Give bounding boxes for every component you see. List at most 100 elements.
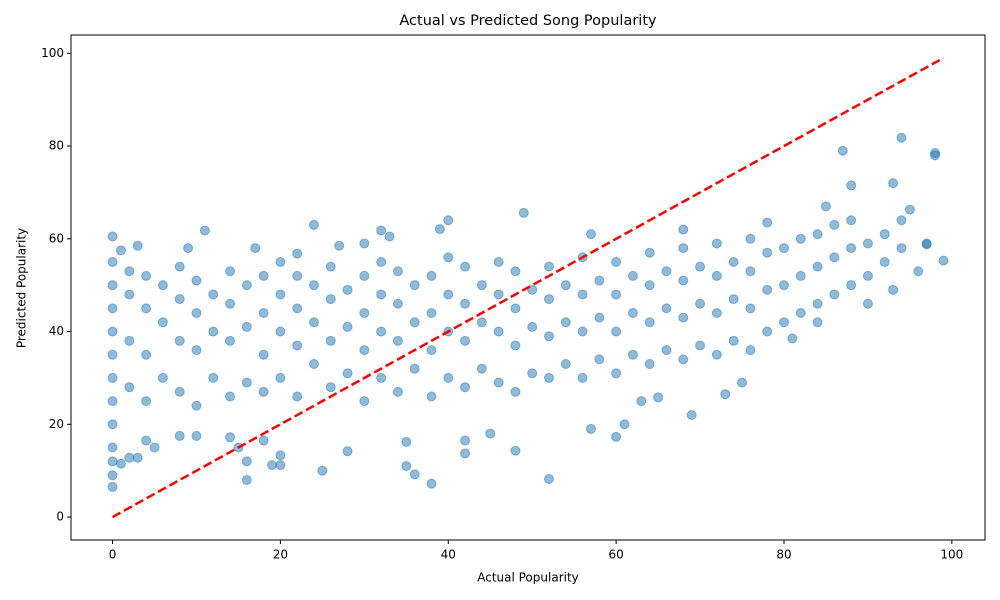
y-tick-label: 100 bbox=[41, 46, 64, 60]
point bbox=[762, 217, 773, 228]
point bbox=[107, 396, 118, 407]
point bbox=[157, 317, 168, 328]
point bbox=[191, 275, 202, 286]
point bbox=[191, 308, 202, 319]
point bbox=[627, 308, 638, 319]
point bbox=[426, 478, 437, 489]
point bbox=[275, 450, 286, 461]
point bbox=[913, 266, 924, 277]
point bbox=[107, 419, 118, 430]
point bbox=[342, 284, 353, 295]
point bbox=[359, 396, 370, 407]
point bbox=[594, 312, 605, 323]
point bbox=[250, 243, 261, 254]
point bbox=[585, 229, 596, 240]
reference-line bbox=[111, 56, 945, 519]
point bbox=[258, 270, 269, 281]
point bbox=[888, 284, 899, 295]
point bbox=[275, 460, 286, 471]
point bbox=[174, 335, 185, 346]
point bbox=[258, 349, 269, 360]
point bbox=[124, 382, 135, 393]
point bbox=[174, 294, 185, 305]
point bbox=[359, 270, 370, 281]
point bbox=[577, 289, 588, 300]
point bbox=[778, 280, 789, 291]
point bbox=[611, 368, 622, 379]
point bbox=[132, 452, 143, 463]
chart-title: Actual vs Predicted Song Popularity bbox=[399, 13, 657, 29]
x-tick-label: 0 bbox=[109, 548, 117, 562]
point bbox=[225, 335, 236, 346]
point bbox=[443, 289, 454, 300]
point bbox=[560, 280, 571, 291]
point bbox=[376, 372, 387, 383]
point bbox=[434, 224, 445, 235]
point bbox=[174, 386, 185, 397]
point bbox=[107, 280, 118, 291]
point bbox=[762, 284, 773, 295]
point bbox=[208, 289, 219, 300]
point bbox=[141, 270, 152, 281]
point bbox=[720, 389, 731, 400]
point bbox=[560, 359, 571, 370]
point bbox=[115, 458, 126, 469]
point bbox=[644, 359, 655, 370]
point bbox=[308, 317, 319, 328]
plot-frame bbox=[70, 34, 986, 541]
point bbox=[585, 423, 596, 434]
point bbox=[409, 469, 420, 480]
point bbox=[560, 317, 571, 328]
point bbox=[342, 446, 353, 457]
point bbox=[485, 428, 496, 439]
point bbox=[812, 229, 823, 240]
point bbox=[594, 275, 605, 286]
point bbox=[107, 326, 118, 337]
point bbox=[225, 391, 236, 402]
point bbox=[241, 321, 252, 332]
point bbox=[426, 345, 437, 356]
point bbox=[711, 238, 722, 249]
point bbox=[678, 224, 689, 235]
point bbox=[107, 303, 118, 314]
point bbox=[862, 298, 873, 309]
point bbox=[619, 419, 630, 430]
point bbox=[543, 261, 554, 272]
point bbox=[107, 372, 118, 383]
point bbox=[443, 372, 454, 383]
point bbox=[762, 326, 773, 337]
point bbox=[846, 180, 857, 191]
point bbox=[829, 252, 840, 263]
point bbox=[157, 372, 168, 383]
point bbox=[460, 382, 471, 393]
point bbox=[594, 354, 605, 365]
point bbox=[644, 247, 655, 258]
point bbox=[359, 308, 370, 319]
point bbox=[678, 312, 689, 323]
point bbox=[401, 461, 412, 472]
point bbox=[376, 256, 387, 267]
point bbox=[107, 470, 118, 481]
point bbox=[258, 386, 269, 397]
point bbox=[191, 345, 202, 356]
point bbox=[460, 298, 471, 309]
point bbox=[510, 340, 521, 351]
x-tick-label: 40 bbox=[441, 548, 456, 562]
point bbox=[426, 308, 437, 319]
point bbox=[460, 261, 471, 272]
point bbox=[611, 289, 622, 300]
point bbox=[426, 270, 437, 281]
point bbox=[846, 243, 857, 254]
point bbox=[493, 289, 504, 300]
point bbox=[812, 261, 823, 272]
point bbox=[745, 303, 756, 314]
point bbox=[460, 435, 471, 446]
point bbox=[795, 233, 806, 244]
point bbox=[115, 245, 126, 256]
point bbox=[342, 321, 353, 332]
point bbox=[174, 261, 185, 272]
point bbox=[308, 359, 319, 370]
point bbox=[644, 280, 655, 291]
